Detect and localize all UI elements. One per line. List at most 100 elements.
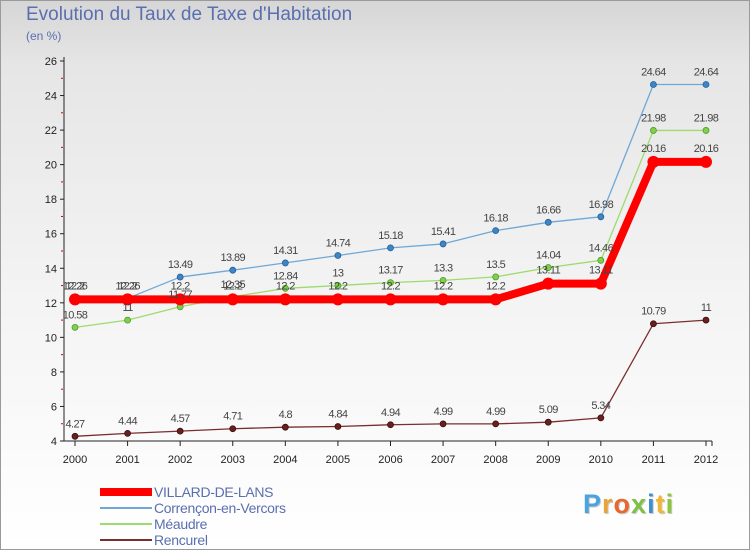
data-point: [69, 293, 81, 306]
data-label: 12.2: [381, 280, 400, 292]
data-label: 12.2: [171, 280, 190, 292]
data-point: [647, 155, 660, 168]
data-label: 16.18: [483, 213, 508, 225]
x-tick-label: 2004: [273, 454, 297, 466]
y-tick-label: 14: [45, 263, 57, 275]
data-point: [597, 256, 605, 264]
data-label: 4.71: [223, 411, 242, 423]
legend-swatch: [100, 488, 152, 496]
data-label: 5.09: [539, 404, 558, 416]
data-point: [71, 323, 79, 331]
x-tick-label: 2002: [168, 454, 192, 466]
legend-item: VILLARD-DE-LANS: [100, 484, 286, 500]
data-point: [124, 316, 131, 324]
data-point: [439, 420, 447, 428]
y-tick-label: 16: [45, 229, 57, 241]
data-point: [176, 273, 184, 281]
data-label: 12.2: [223, 280, 242, 292]
data-label: 14.46: [589, 242, 614, 254]
data-label: 12.84: [273, 270, 298, 282]
x-tick-label: 2010: [589, 454, 613, 466]
legend: VILLARD-DE-LANS Corrençon-en-Vercors Méaud…: [100, 484, 286, 548]
x-tick-label: 2012: [694, 454, 718, 466]
x-tick-label: 2001: [115, 454, 139, 466]
logo-letter: i: [665, 489, 675, 519]
series-line-3: [74, 319, 707, 437]
data-label: 13.3: [434, 262, 453, 274]
data-point: [594, 277, 607, 290]
data-label: 14.74: [326, 237, 351, 249]
data-label: 10.58: [63, 309, 88, 321]
logo-letter: x: [631, 489, 648, 519]
data-label: 4.84: [328, 408, 347, 420]
x-tick-label: 2000: [63, 454, 87, 466]
data-label: 4.8: [279, 409, 293, 421]
data-point: [279, 293, 292, 306]
y-tick-label: 4: [51, 436, 57, 448]
data-label: 16.66: [536, 204, 561, 216]
x-tick-label: 2011: [642, 454, 666, 466]
data-point: [544, 418, 552, 426]
data-label: 11: [122, 302, 133, 314]
data-label: 16.98: [589, 199, 614, 211]
data-label: 11: [701, 302, 712, 314]
data-point: [492, 227, 500, 235]
data-label: 13.17: [378, 265, 403, 277]
data-label: 12.2: [65, 280, 84, 292]
data-point: [124, 429, 131, 437]
data-point: [176, 427, 184, 435]
legend-swatch: [100, 507, 152, 509]
legend-label: Rencurel: [154, 532, 208, 548]
data-label: 20.16: [641, 143, 666, 155]
legend-item: Corrençon-en-Vercors: [100, 500, 286, 516]
logo-letter: t: [655, 489, 666, 519]
legend-swatch: [100, 539, 152, 541]
data-point: [174, 293, 187, 306]
chart-title: Evolution du Taux de Taxe d'Habitation: [26, 4, 353, 25]
data-point: [281, 284, 289, 292]
data-point: [384, 293, 397, 306]
data-point: [226, 293, 239, 306]
data-point: [650, 127, 657, 134]
data-point: [334, 423, 342, 430]
data-point: [437, 293, 450, 306]
y-tick-label: 18: [45, 194, 57, 206]
y-tick-label: 12: [45, 298, 57, 310]
y-tick-label: 22: [45, 125, 57, 137]
data-point: [331, 293, 344, 306]
logo-letter: r: [602, 489, 614, 519]
data-label: 11.77: [168, 289, 192, 301]
data-point: [439, 240, 447, 248]
data-point: [597, 414, 605, 422]
data-point: [334, 282, 342, 289]
data-point: [281, 259, 289, 267]
data-label: 12.35: [220, 279, 245, 291]
data-point: [650, 81, 657, 88]
data-point: [650, 320, 657, 328]
data-point: [489, 293, 502, 306]
legend-item: Rencurel: [100, 532, 286, 548]
data-label: 13.11: [589, 265, 613, 277]
x-tick-label: 2008: [483, 454, 507, 466]
legend-label: VILLARD-DE-LANS: [154, 484, 274, 500]
data-point: [702, 81, 710, 88]
data-point: [229, 266, 237, 274]
data-point: [439, 276, 447, 284]
data-label: 4.99: [434, 406, 453, 418]
data-label: 4.94: [381, 407, 400, 419]
data-label: 13.5: [486, 259, 505, 271]
data-label: 5.34: [591, 400, 610, 412]
data-point: [702, 127, 710, 134]
data-label: 14.31: [273, 245, 298, 257]
data-point: [71, 432, 79, 440]
y-tick-label: 24: [45, 91, 57, 103]
data-label: 24.64: [694, 66, 719, 78]
data-label: 12.26: [115, 280, 140, 292]
data-point: [700, 155, 712, 168]
data-label: 4.57: [171, 413, 190, 425]
logo-letter: P: [583, 489, 603, 519]
data-point: [281, 423, 289, 431]
data-label: 12.2: [118, 280, 137, 292]
data-label: 4.27: [65, 418, 84, 430]
